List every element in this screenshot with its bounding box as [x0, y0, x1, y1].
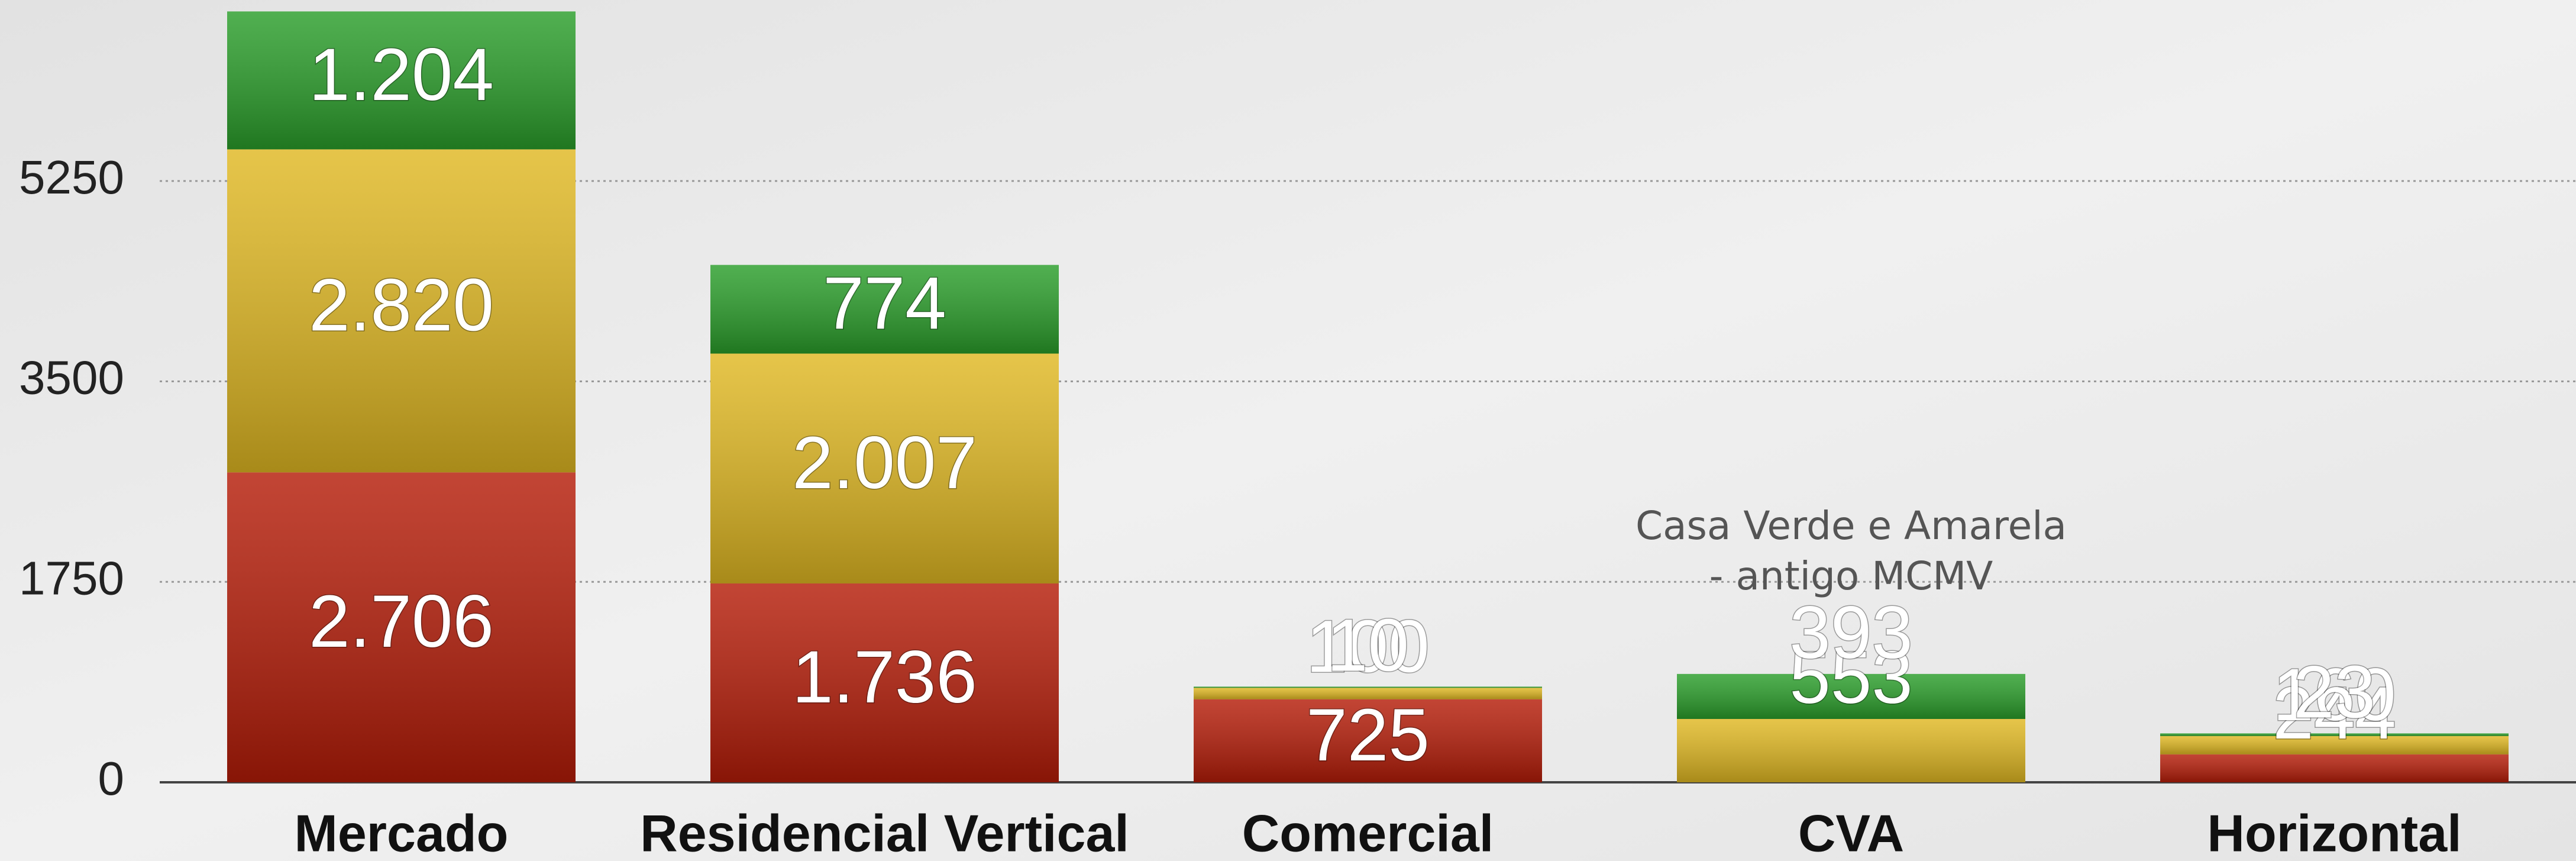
data-label: 1.736 — [792, 636, 977, 718]
bar-shade — [710, 265, 1059, 354]
bar-shade — [227, 149, 576, 473]
data-label: 2.706 — [309, 581, 494, 663]
data-label: 393 — [1789, 592, 1913, 674]
bar-shade — [227, 472, 576, 782]
bar-shade — [710, 353, 1059, 583]
data-label: 2.820 — [309, 264, 494, 346]
annotation: Casa Verde e Amarela — [1636, 503, 2067, 549]
data-label: 23 — [2293, 651, 2375, 733]
x-tick-label: Horizontal — [2207, 804, 2461, 861]
data-label: 553 — [1789, 637, 1913, 719]
bar-shade — [2160, 733, 2509, 736]
data-label: 244 — [2273, 672, 2396, 754]
y-tick-label: 5250 — [19, 151, 124, 204]
data-label: 1.204 — [309, 34, 494, 116]
bar-shade — [1194, 688, 1542, 699]
bar-shade — [227, 11, 576, 150]
bar-shade — [2160, 736, 2509, 754]
y-tick-label: 3500 — [19, 352, 124, 404]
bar-shade — [1194, 686, 1542, 688]
x-tick-label: Comercial — [1242, 804, 1494, 861]
annotation: - antigo MCMV — [1709, 553, 1993, 599]
data-label: 725 — [1306, 694, 1430, 776]
bar-shade — [1194, 699, 1542, 782]
bar-shade — [2160, 754, 2509, 782]
y-tick-label: 0 — [98, 752, 125, 805]
bar-shade — [1677, 718, 2025, 782]
data-label: 10 — [1327, 604, 1409, 686]
data-label: 100 — [1306, 605, 1430, 688]
bar-shade — [710, 583, 1059, 782]
data-label: 160 — [2273, 654, 2396, 736]
x-tick-label: Residencial Vertical — [640, 804, 1129, 861]
x-tick-label: CVA — [1798, 804, 1904, 861]
data-label: 774 — [823, 263, 946, 345]
bar-shade — [1677, 673, 2025, 719]
y-tick-label: 1750 — [19, 552, 124, 604]
x-tick-label: Mercado — [295, 804, 509, 861]
data-label: 2.007 — [792, 422, 977, 504]
